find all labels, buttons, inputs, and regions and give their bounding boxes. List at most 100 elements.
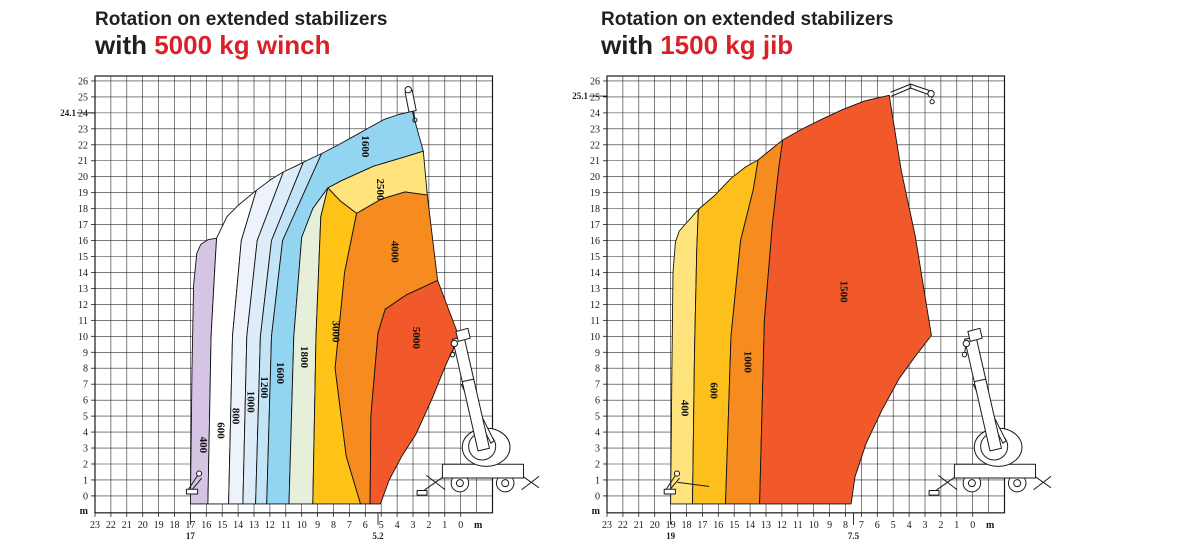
x-tick-label: 13 xyxy=(761,520,771,531)
y-tick-label: 13 xyxy=(590,284,600,295)
title-highlight: 1500 kg jib xyxy=(660,29,794,60)
chart-title-winch: Rotation on extended stabilizers with 50… xyxy=(95,10,387,59)
zone-label: 400 xyxy=(679,400,691,417)
y-axis-unit: m xyxy=(80,506,89,517)
y-tick-label: 14 xyxy=(590,268,600,279)
y-tick-label: 10 xyxy=(78,332,88,343)
x-tick-label: 14 xyxy=(233,520,243,531)
outreach-callout: 17 xyxy=(186,531,196,541)
y-tick-label: 20 xyxy=(78,172,88,183)
y-tick-label: 26 xyxy=(590,76,600,87)
y-tick-label: 19 xyxy=(590,188,600,199)
x-tick-label: 17 xyxy=(185,520,195,531)
outreach-callout: 5.2 xyxy=(372,531,384,541)
x-tick-label: 22 xyxy=(618,520,628,531)
x-tick-label: 13 xyxy=(249,520,259,531)
x-tick-label: 19 xyxy=(666,520,676,531)
x-tick-label: 6 xyxy=(875,520,880,531)
x-tick-label: 3 xyxy=(923,520,928,531)
capacity-zones xyxy=(670,94,932,505)
zone-labels: 400 600 1000 1500 xyxy=(679,281,850,417)
x-tick-label: 22 xyxy=(106,520,116,531)
x-axis: 23 22 21 20 19 18 17 16 15 14 13 12 11 10 9 8 7 6 5 4 3 2 1 0 m xyxy=(90,512,483,531)
max-height-callout: 24.1 xyxy=(60,108,76,118)
x-axis: 23 22 21 20 19 18 17 16 15 14 13 12 11 10 9 8 7 6 5 4 3 2 1 0 m xyxy=(602,512,995,531)
y-tick-label: 5 xyxy=(83,412,88,423)
y-tick-label: 13 xyxy=(78,284,88,295)
y-tick-label: 25 xyxy=(590,92,600,103)
y-tick-label: 8 xyxy=(83,364,88,375)
y-tick-label: 21 xyxy=(590,156,600,167)
y-tick-label: 24 xyxy=(590,108,600,119)
outreach-callout: 7.5 xyxy=(848,531,860,541)
zone-label: 4000 xyxy=(389,241,401,264)
zone-label: 600 xyxy=(214,422,226,439)
y-tick-label: 0 xyxy=(595,491,600,502)
y-tick-label: 5 xyxy=(595,412,600,423)
y-tick-label: 1 xyxy=(83,475,88,486)
title-highlight: 5000 kg winch xyxy=(154,29,331,60)
y-tick-label: 2 xyxy=(83,459,88,470)
y-tick-label: 19 xyxy=(78,188,88,199)
x-tick-label: 0 xyxy=(458,520,463,531)
zone-label: 1000 xyxy=(742,351,754,374)
y-tick-label: 7 xyxy=(83,380,88,391)
chart-title-line2: with 5000 kg winch xyxy=(95,29,387,60)
y-tick-label: 26 xyxy=(78,76,88,87)
y-tick-label: 7 xyxy=(595,380,600,391)
x-tick-label: 11 xyxy=(793,520,803,531)
x-tick-label: 5 xyxy=(379,520,384,531)
outreach-callout: 19 xyxy=(666,531,676,541)
y-tick-label: 4 xyxy=(83,428,88,439)
x-tick-label: 12 xyxy=(777,520,787,531)
title-prefix: with xyxy=(601,29,661,60)
zone-label: 600 xyxy=(707,382,719,399)
y-tick-label: 15 xyxy=(590,252,600,263)
zone-label: 1800 xyxy=(298,346,310,369)
title-prefix: with xyxy=(95,29,155,60)
chart-title-line1: Rotation on extended stabilizers xyxy=(95,9,388,30)
y-tick-label: 21 xyxy=(78,156,88,167)
x-tick-label: 20 xyxy=(650,520,660,531)
x-tick-label: 19 xyxy=(154,520,164,531)
y-tick-label: 17 xyxy=(78,220,88,231)
y-axis: 2625242322212019181716151413121110987654… xyxy=(78,76,95,517)
x-tick-label: 2 xyxy=(426,520,431,531)
y-tick-label: 6 xyxy=(83,396,88,407)
y-tick-label: 18 xyxy=(590,204,600,215)
machine-drawing xyxy=(663,83,1051,496)
dimension-callouts: 25.1 19 7.5 xyxy=(572,91,859,541)
x-tick-label: 20 xyxy=(138,520,148,531)
capacity-zones xyxy=(189,110,460,505)
x-tick-label: 8 xyxy=(843,520,848,531)
dimension-callouts: 24.117 5.2 xyxy=(60,108,384,541)
y-tick-label: 0 xyxy=(83,491,88,502)
zone-label: 1200 xyxy=(258,376,270,399)
zone-label: 3000 xyxy=(330,321,342,344)
y-tick-label: 15 xyxy=(78,252,88,263)
x-tick-label: 7 xyxy=(347,520,352,531)
y-tick-label: 23 xyxy=(590,124,600,135)
x-tick-label: 2 xyxy=(938,520,943,531)
y-tick-label: 12 xyxy=(590,300,600,311)
x-tick-label: 1 xyxy=(442,520,447,531)
zone-label: 400 xyxy=(197,437,209,454)
y-tick-label: 8 xyxy=(595,364,600,375)
load-chart-jib: 4006001000150026252423222120191817161514… xyxy=(572,75,1051,541)
y-tick-label: 16 xyxy=(590,236,600,247)
y-tick-label: 6 xyxy=(595,396,600,407)
x-axis-unit: m xyxy=(474,520,483,531)
x-tick-label: 9 xyxy=(315,520,320,531)
y-tick-label: 17 xyxy=(590,220,600,231)
y-tick-label: 10 xyxy=(590,332,600,343)
x-tick-label: 21 xyxy=(122,520,132,531)
x-tick-label: 21 xyxy=(634,520,644,531)
x-tick-label: 23 xyxy=(90,520,100,531)
zone-label: 2500 xyxy=(374,178,386,201)
x-tick-label: 4 xyxy=(907,520,912,531)
max-height-callout: 25.1 xyxy=(572,91,588,101)
x-tick-label: 14 xyxy=(745,520,755,531)
y-tick-label: 2 xyxy=(595,459,600,470)
